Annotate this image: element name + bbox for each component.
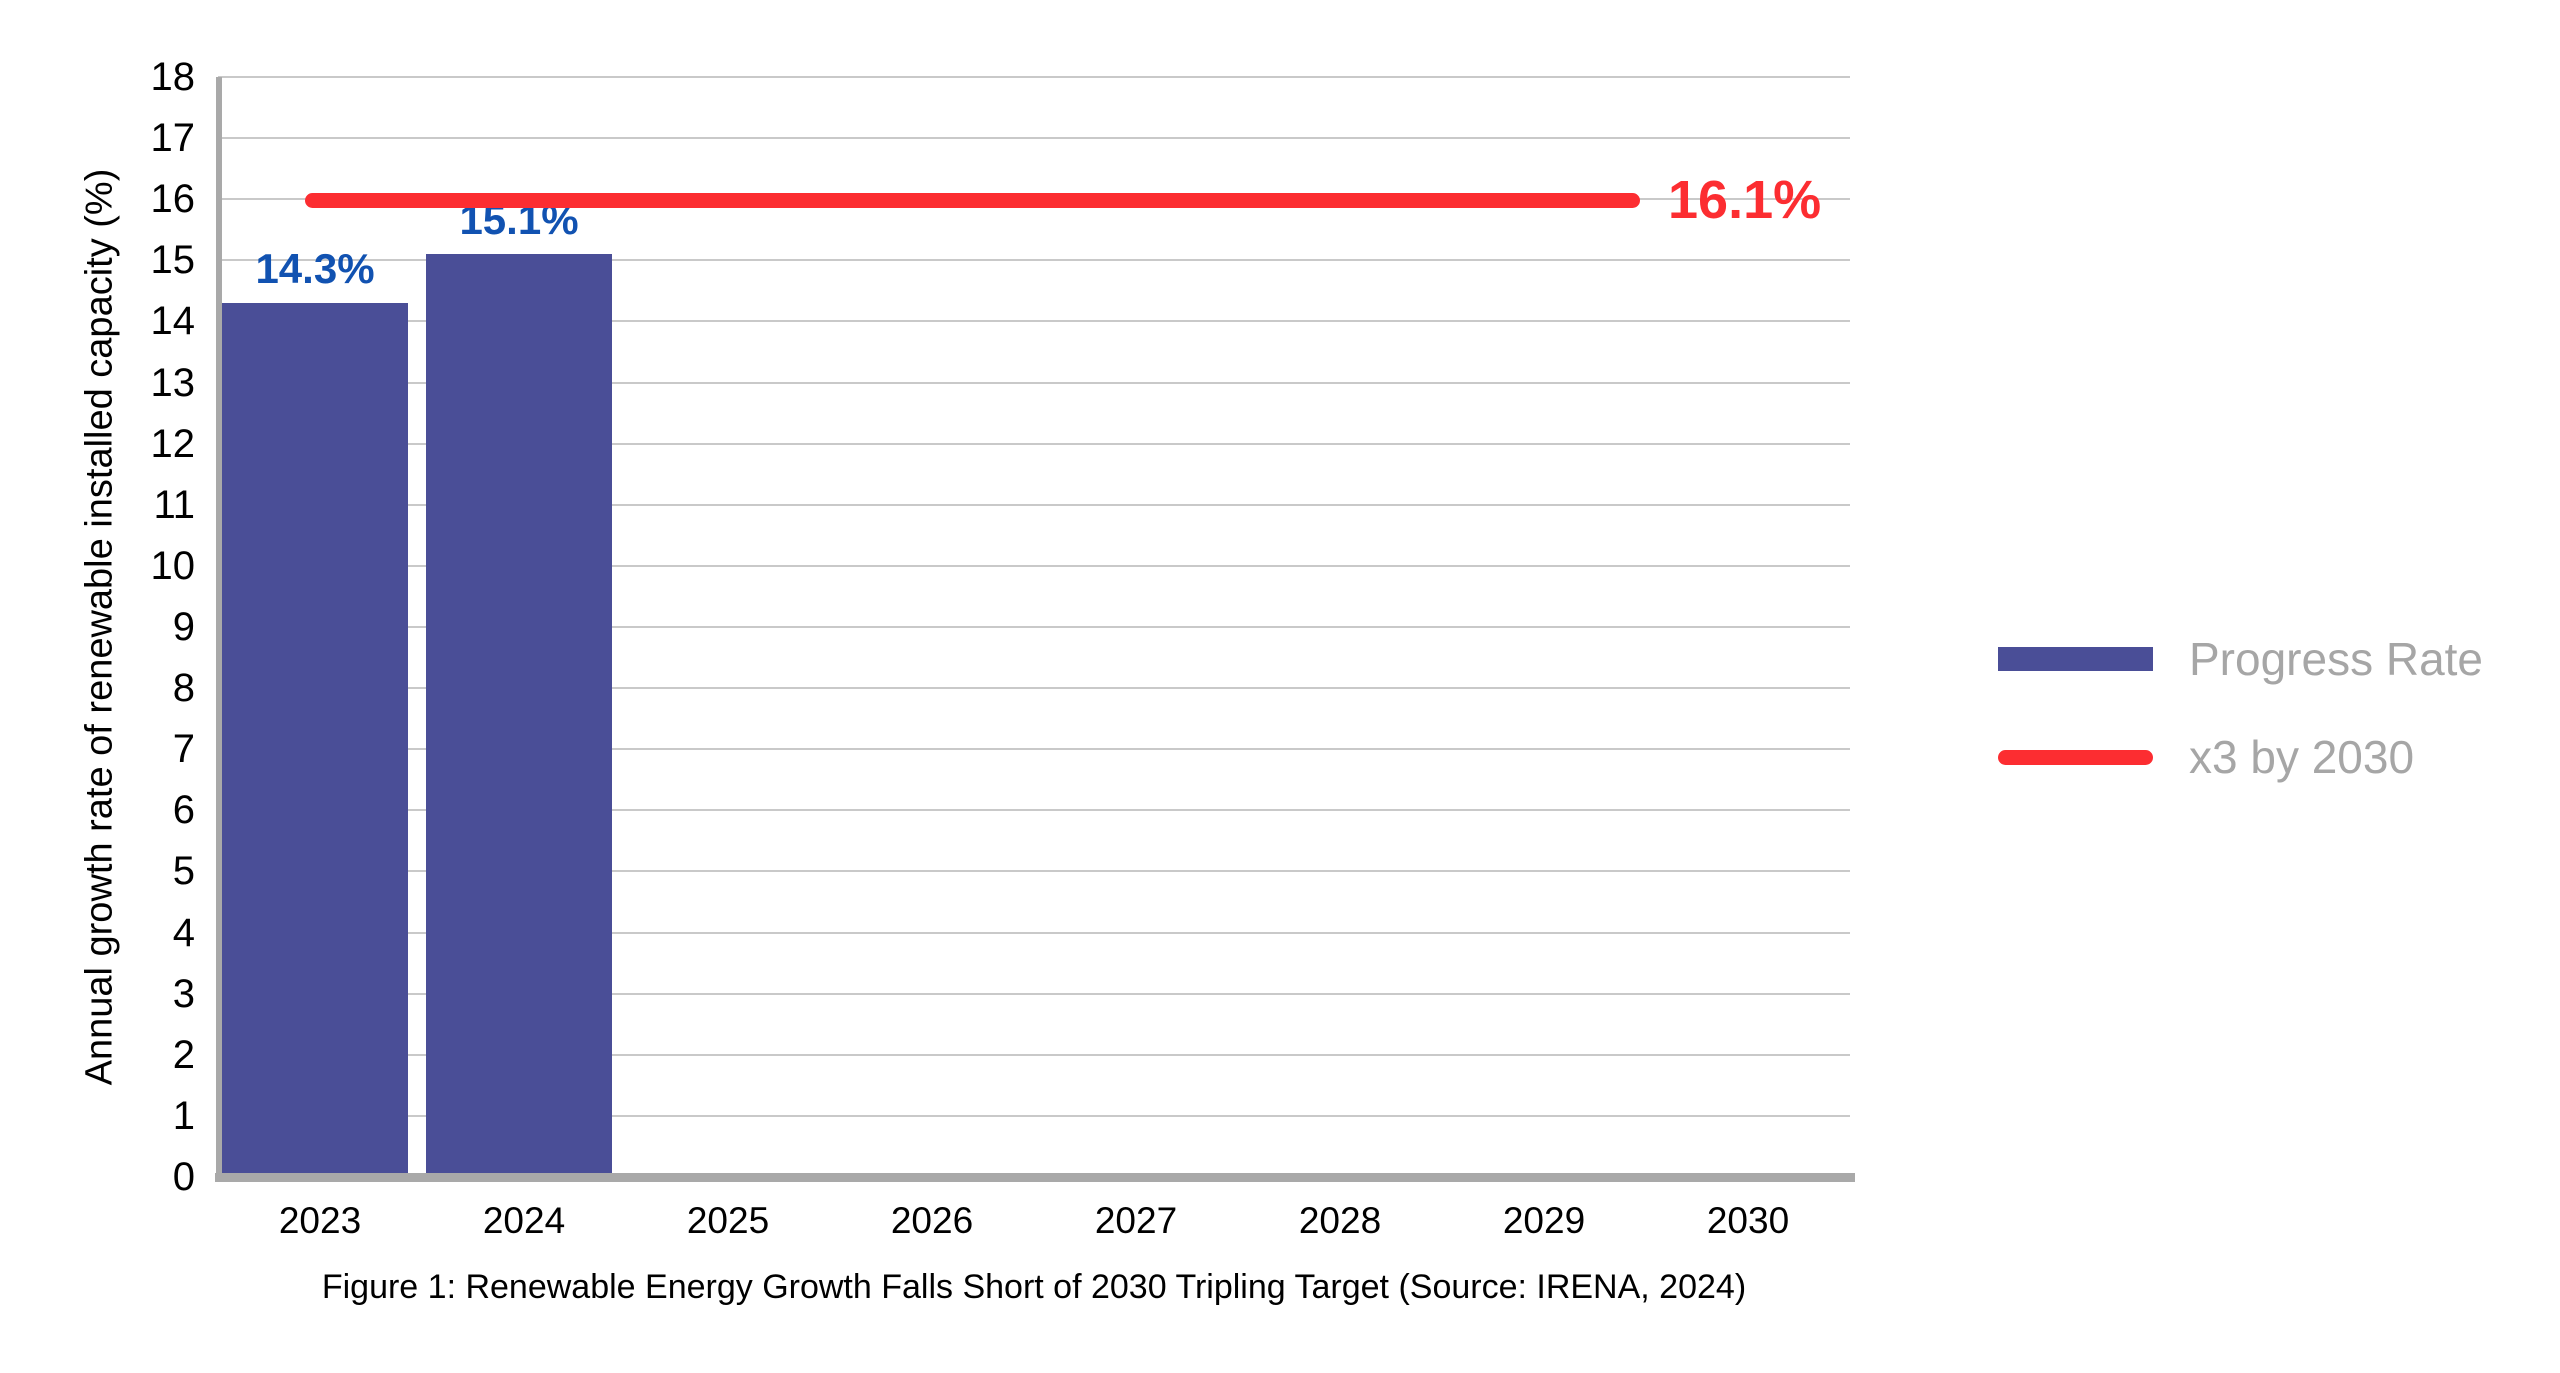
gridline	[218, 259, 1850, 262]
y-tick-label: 8	[172, 666, 195, 711]
gridline	[218, 320, 1850, 323]
y-tick-label: 11	[153, 482, 195, 527]
figure-caption: Figure 1: Renewable Energy Growth Falls …	[321, 1268, 1747, 1306]
y-tick-label: 14	[150, 299, 196, 344]
gridline	[218, 137, 1850, 140]
legend-item-x3-by-2030: x3 by 2030	[1998, 726, 2483, 788]
x-tick-label: 2028	[1298, 1200, 1382, 1241]
gridline	[218, 1053, 1850, 1056]
gridline	[218, 748, 1850, 751]
gridline	[218, 687, 1850, 690]
legend: Progress Rate x3 by 2030	[1998, 628, 2483, 788]
x-tick-label: 2024	[482, 1200, 566, 1241]
gridline	[218, 809, 1850, 812]
plot-area: 14.3% 15.1% 16.1%	[218, 76, 1850, 1177]
y-tick-label: 3	[172, 971, 195, 1016]
y-axis-line	[216, 77, 222, 1182]
y-tick-label: 10	[150, 543, 196, 588]
x-tick-label: 2026	[890, 1200, 974, 1241]
y-tick-label: 9	[172, 605, 195, 649]
y-tick-label: 15	[150, 238, 196, 283]
legend-label-x3-by-2030: x3 by 2030	[2189, 731, 2415, 783]
bar-2023	[222, 303, 408, 1177]
y-tick-label: 5	[172, 849, 195, 894]
y-tick-label: 1	[172, 1093, 195, 1138]
bar-data-label: 14.3%	[255, 245, 375, 293]
gridline	[218, 381, 1850, 384]
y-tick-label: 12	[150, 421, 196, 466]
y-tick-label: 6	[172, 788, 195, 833]
legend-item-progress-rate: Progress Rate	[1998, 628, 2483, 690]
x-tick-label: 2025	[686, 1200, 770, 1241]
gridline	[218, 992, 1850, 995]
gridline	[218, 442, 1850, 445]
y-tick-label: 7	[172, 727, 195, 772]
y-tick-label: 2	[172, 1032, 195, 1077]
y-tick-label: 13	[150, 360, 196, 405]
x-axis-line	[215, 1173, 1855, 1182]
gridline	[218, 870, 1850, 873]
target-line-label: 16.1%	[1668, 170, 1822, 231]
legend-bar-swatch-icon	[1998, 647, 2153, 671]
x-tick-label: 2030	[1706, 1200, 1790, 1241]
y-tick-label: 16	[150, 177, 196, 222]
x-tick-label: 2027	[1094, 1200, 1178, 1241]
gridline	[218, 76, 1850, 78]
target-line	[305, 193, 1640, 209]
legend-line-swatch-icon	[1998, 749, 2153, 765]
gridline	[218, 503, 1850, 506]
gridline	[218, 1114, 1850, 1117]
y-tick-label: 4	[172, 910, 195, 955]
gridline	[218, 626, 1850, 628]
gridline	[218, 931, 1850, 934]
x-tick-label: 2023	[278, 1200, 362, 1241]
y-tick-label: 17	[150, 116, 196, 161]
x-tick-label: 2029	[1502, 1200, 1586, 1241]
y-tick-label: 0	[172, 1155, 195, 1199]
gridline	[218, 564, 1850, 567]
legend-label-progress-rate: Progress Rate	[2189, 633, 2484, 685]
bar-2024	[426, 254, 612, 1177]
y-tick-label: 18	[150, 55, 196, 99]
